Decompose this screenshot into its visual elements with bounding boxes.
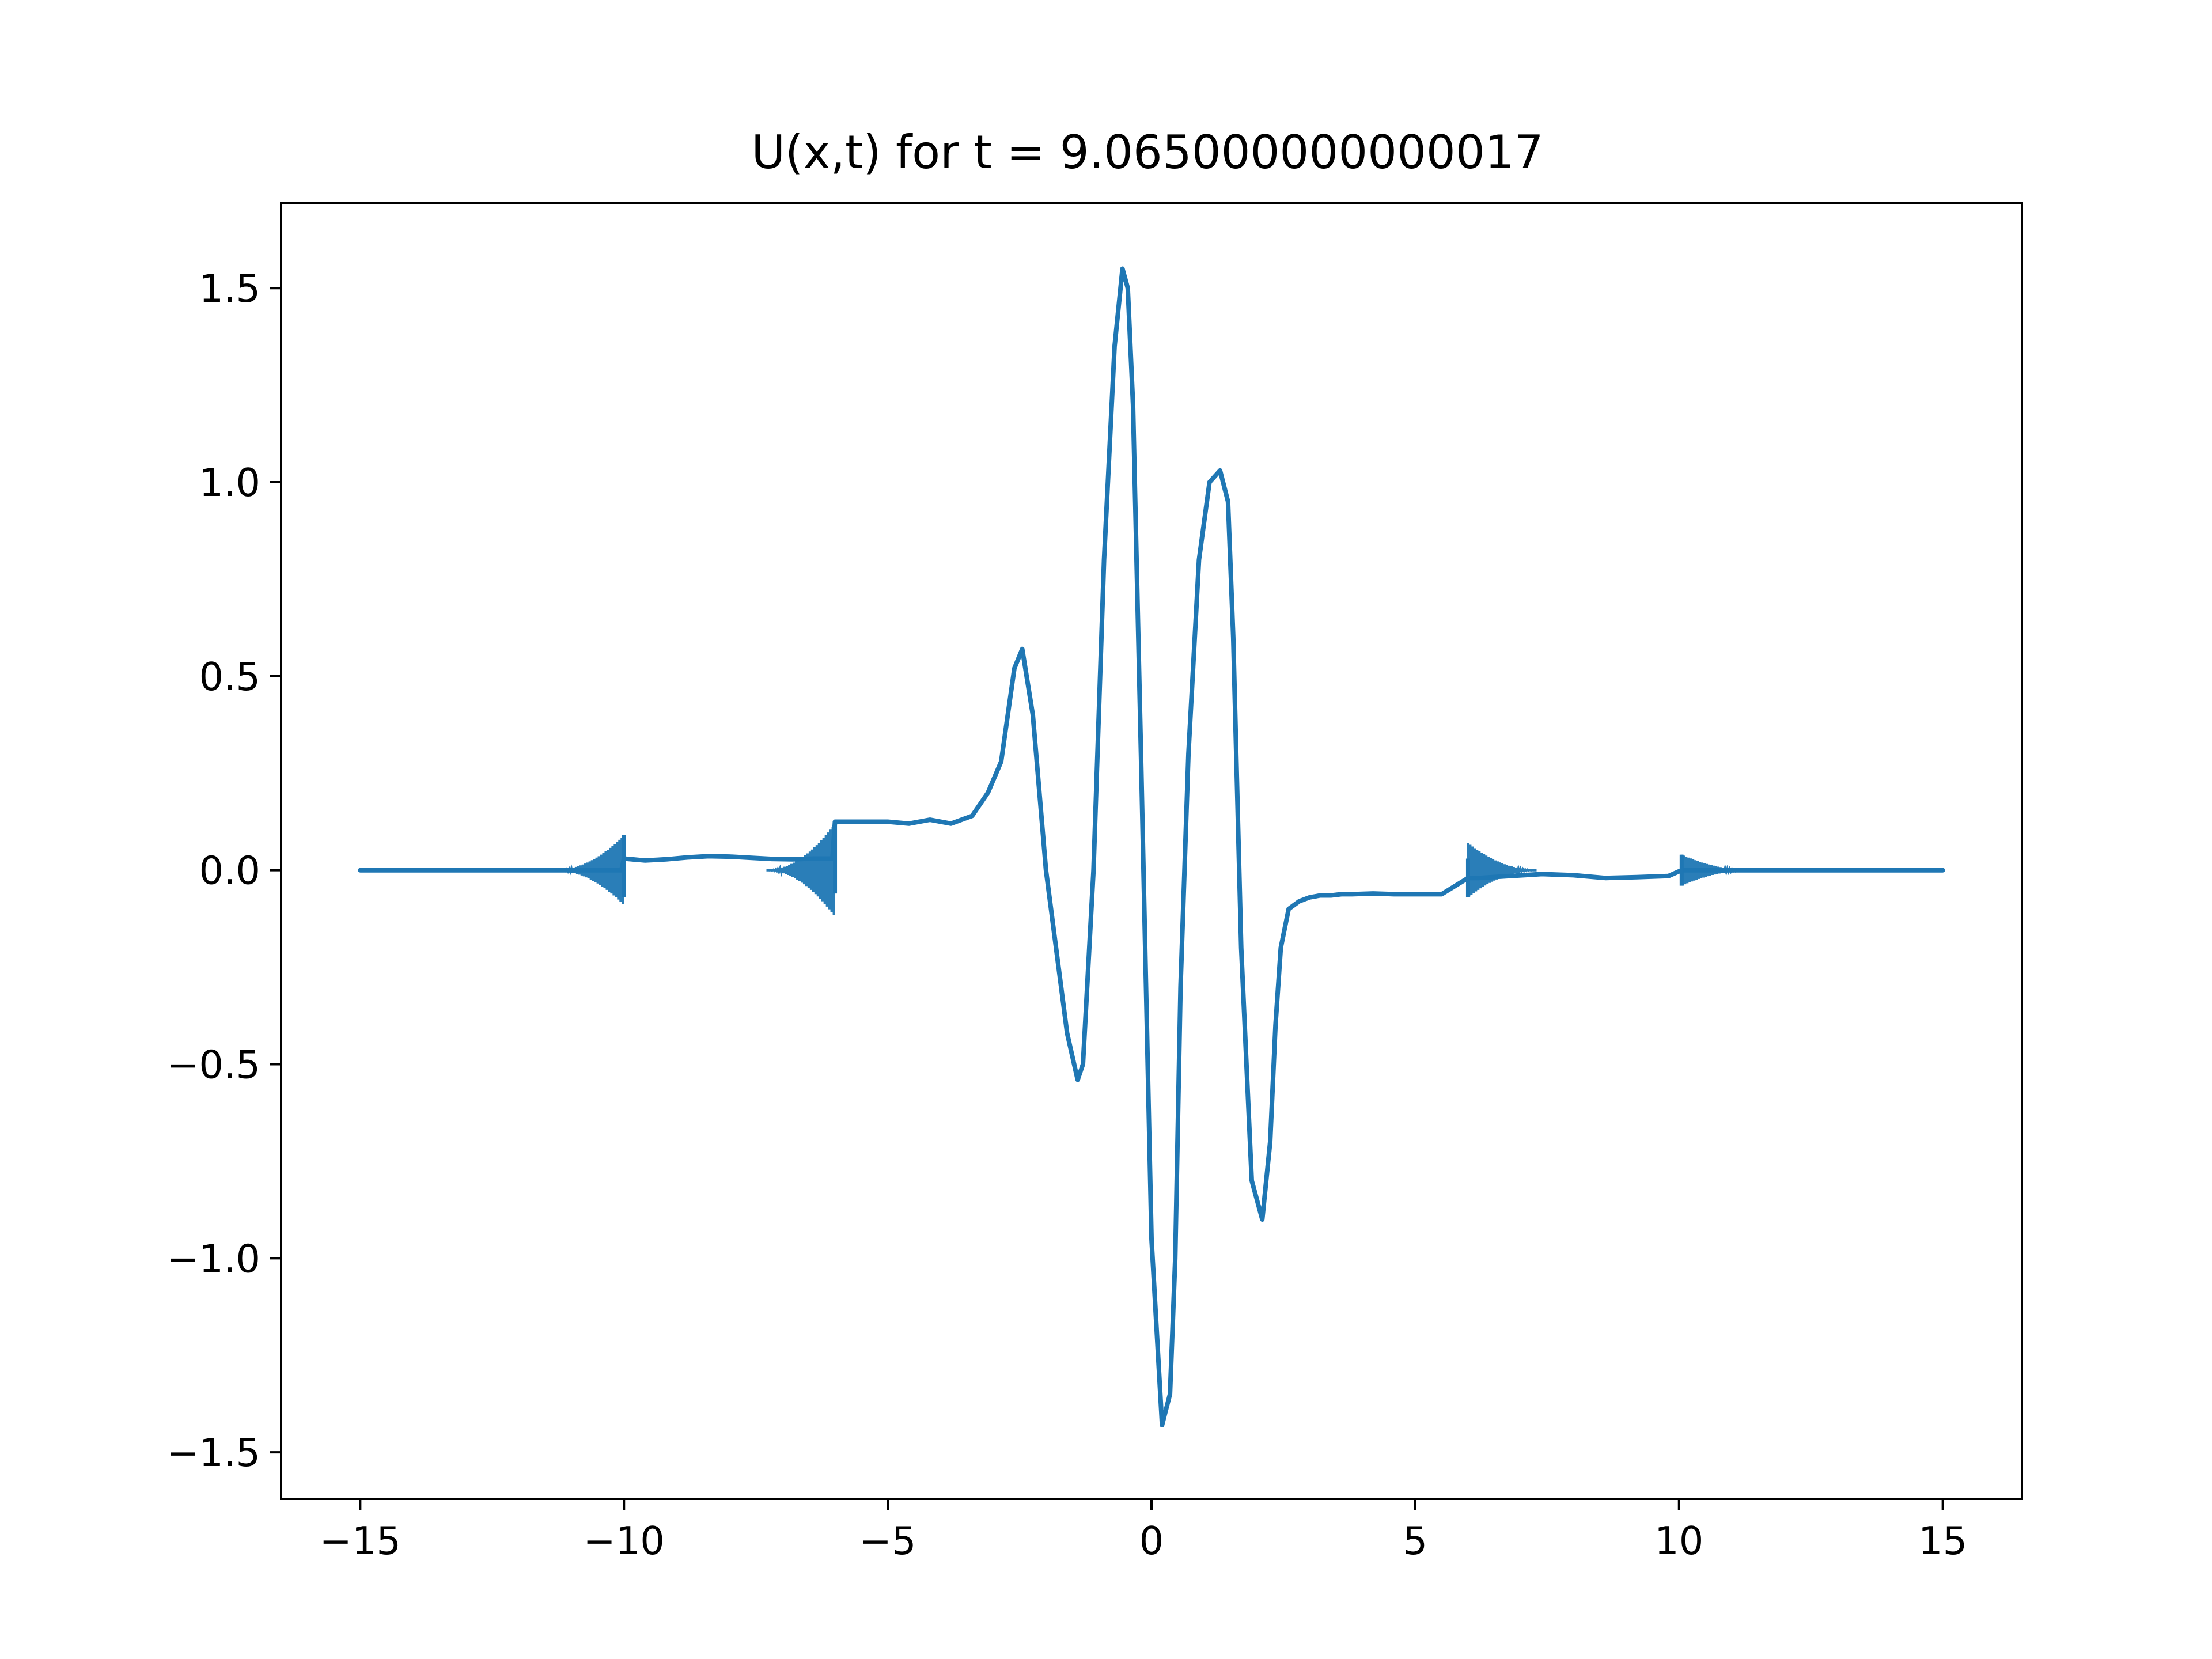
plot-area: −15 −10 −5 0 5 10 15 −1.5 −1.0 −0.5 0.0 0.5 1.0 1.5 (166, 202, 2023, 1563)
y-tick-label: 0.0 (199, 849, 260, 893)
x-tick-label: −5 (859, 1518, 916, 1563)
oscillation-burst-1 (766, 823, 836, 915)
oscillation-burst-0 (555, 835, 626, 904)
y-tick-label: 0.5 (199, 654, 260, 699)
y-tick-label: −1.5 (166, 1430, 260, 1475)
oscillation-burst-2 (1467, 843, 1537, 897)
y-tick-label: 1.5 (199, 266, 260, 311)
chart-title: U(x,t) for t = 9.065000000000017 (751, 126, 1543, 179)
x-tick-label: 10 (1654, 1518, 1703, 1563)
x-tick-label: 15 (1918, 1518, 1967, 1563)
y-tick-label: −0.5 (166, 1043, 260, 1088)
x-tick-label: 0 (1139, 1518, 1164, 1563)
x-tick-label: −10 (584, 1518, 665, 1563)
x-tick-label: −15 (320, 1518, 401, 1563)
y-tick-label: 1.0 (199, 460, 260, 505)
y-tick-label: −1.0 (166, 1236, 260, 1281)
x-tick-label: 5 (1403, 1518, 1428, 1563)
oscillation-burst-3 (1680, 854, 1751, 885)
